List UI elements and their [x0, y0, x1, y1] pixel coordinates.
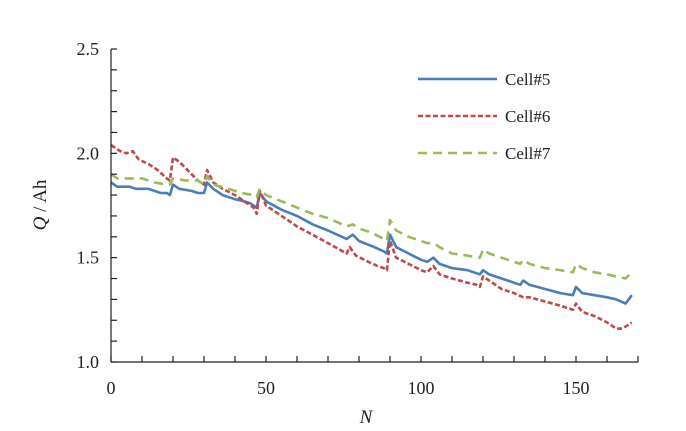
x-tick-label: 0	[107, 378, 116, 398]
axes	[110, 48, 639, 363]
x-axis-title: N	[359, 407, 374, 428]
x-tick-label: 50	[257, 378, 275, 398]
legend-label: Cell#7	[505, 144, 551, 163]
y-tick-label: 2.5	[77, 39, 100, 59]
y-tick-label: 1.0	[77, 352, 100, 372]
series-line-cell5	[110, 181, 633, 305]
legend-label: Cell#6	[505, 107, 550, 126]
x-ticks	[110, 356, 639, 362]
legend-label: Cell#5	[505, 70, 550, 89]
legend: Cell#5 Cell#6 Cell#7	[418, 70, 551, 163]
y-tick-label: 1.5	[77, 248, 100, 268]
x-tick-label: 150	[563, 378, 590, 398]
y-tick-labels: 1.0 1.5 2.0 2.5	[77, 39, 100, 372]
y-axis-title-unit: / Ah	[30, 179, 51, 216]
y-tick-label: 2.0	[77, 143, 100, 163]
y-axis-title: Q / Ah	[30, 179, 51, 230]
plot-lines	[110, 143, 633, 330]
x-tick-label: 100	[408, 378, 435, 398]
y-ticks	[111, 48, 117, 363]
series-line-cell6	[110, 143, 633, 330]
series-line-cell7	[110, 173, 633, 280]
x-tick-labels: 0 50 100 150	[107, 378, 590, 398]
y-axis-title-symbol: Q	[30, 216, 51, 230]
